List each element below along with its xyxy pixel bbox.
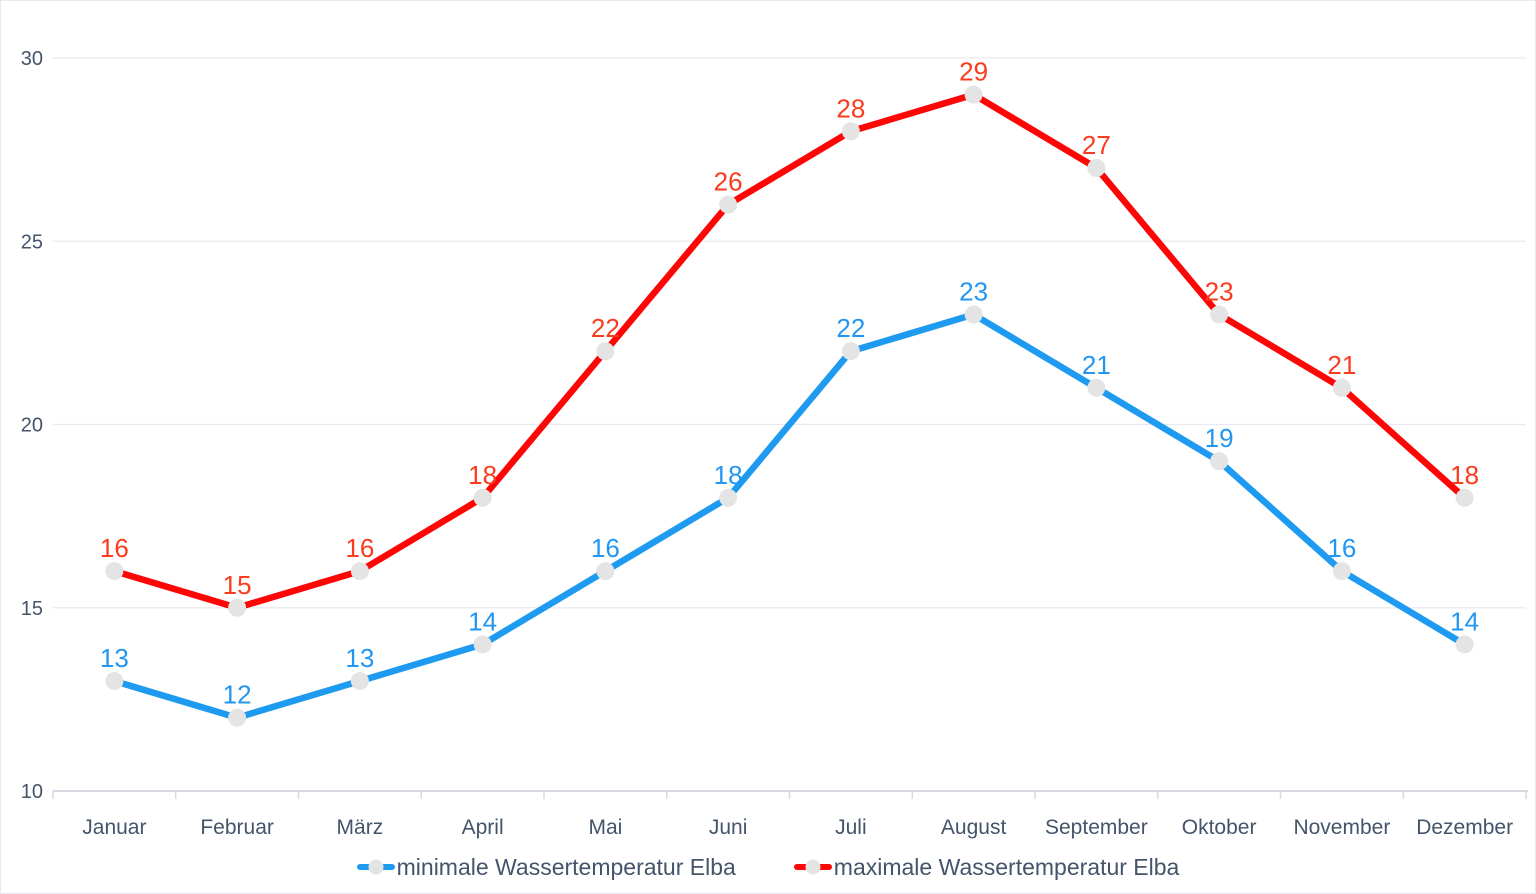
y-tick-label-20: 20 [21, 415, 43, 437]
data-label-min: 14 [1450, 606, 1479, 636]
data-point-marker-min [105, 672, 124, 691]
data-point-marker-max [1332, 378, 1351, 397]
x-tick-label-mai: Mai [588, 816, 622, 839]
y-tick-label-15: 15 [21, 598, 43, 620]
legend-marker-min [356, 859, 395, 875]
x-tick-label-april: April [462, 816, 504, 839]
x-tick-label-november: November [1293, 816, 1390, 839]
x-tick-label-august: August [941, 816, 1007, 839]
legend-item-min: minimale Wassertemperatur Elba [356, 853, 736, 881]
data-label-max: 16 [100, 533, 129, 563]
data-label-max: 29 [959, 57, 988, 87]
x-tick-label-februar: Februar [200, 816, 274, 839]
data-point-marker-max [350, 562, 369, 581]
data-label-min: 13 [345, 643, 374, 673]
data-label-min: 23 [959, 277, 988, 307]
x-tick-label-oktober: Oktober [1182, 816, 1257, 839]
chart-legend: minimale Wassertemperatur Elba maximale … [1, 844, 1535, 890]
data-label-max: 28 [836, 93, 865, 123]
data-point-marker-max [719, 195, 738, 214]
x-tick-label-juli: Juli [835, 816, 867, 839]
data-point-marker-max [105, 562, 124, 581]
legend-label-max: maximale Wassertemperatur Elba [833, 853, 1180, 880]
data-point-marker-max [473, 488, 492, 507]
x-tick-label-märz: März [337, 816, 384, 839]
data-point-marker-max [596, 342, 615, 361]
data-label-min: 16 [591, 533, 620, 563]
data-point-marker-max [964, 85, 983, 104]
legend-label-min: minimale Wassertemperatur Elba [396, 853, 736, 880]
data-label-min: 12 [223, 680, 252, 710]
data-label-max: 27 [1082, 130, 1111, 160]
data-point-marker-min [719, 488, 738, 507]
data-point-marker-min [596, 562, 615, 581]
data-label-max: 22 [591, 313, 620, 343]
data-point-marker-min [350, 672, 369, 691]
data-point-marker-min [473, 635, 492, 654]
data-label-max: 18 [1450, 460, 1479, 490]
data-label-max: 21 [1327, 350, 1356, 380]
series-line-min [111, 311, 1468, 721]
data-point-marker-max [841, 122, 860, 141]
data-point-marker-min [841, 342, 860, 361]
data-label-min: 22 [836, 313, 865, 343]
data-label-min: 21 [1082, 350, 1111, 380]
data-point-marker-max [228, 598, 247, 617]
y-tick-label-10: 10 [21, 781, 43, 803]
x-tick-label-dezember: Dezember [1416, 816, 1513, 839]
data-label-min: 18 [714, 460, 743, 490]
x-tick-label-januar: Januar [82, 816, 146, 839]
data-point-marker-min [1455, 635, 1474, 654]
data-point-marker-min [1332, 562, 1351, 581]
data-point-marker-min [228, 708, 247, 727]
data-point-marker-min [1210, 452, 1229, 471]
x-tick-label-september: September [1045, 816, 1148, 839]
data-label-min: 14 [468, 606, 497, 636]
legend-marker-max [793, 859, 832, 875]
data-point-marker-min [964, 305, 983, 324]
data-label-min: 19 [1205, 423, 1234, 453]
data-point-marker-max [1087, 158, 1106, 177]
data-label-max: 18 [468, 460, 497, 490]
data-label-max: 16 [345, 533, 374, 563]
data-point-marker-max [1455, 488, 1474, 507]
data-point-marker-max [1210, 305, 1229, 324]
data-label-min: 13 [100, 643, 129, 673]
y-tick-label-30: 30 [21, 48, 43, 70]
legend-item-max: maximale Wassertemperatur Elba [793, 853, 1180, 881]
data-label-min: 16 [1327, 533, 1356, 563]
data-label-max: 15 [223, 570, 252, 600]
series-line-max [111, 91, 1468, 611]
x-tick-label-juni: Juni [709, 816, 748, 839]
data-point-marker-min [1087, 378, 1106, 397]
data-label-max: 26 [714, 167, 743, 197]
y-tick-label-25: 25 [21, 231, 43, 253]
data-label-max: 23 [1205, 277, 1234, 307]
